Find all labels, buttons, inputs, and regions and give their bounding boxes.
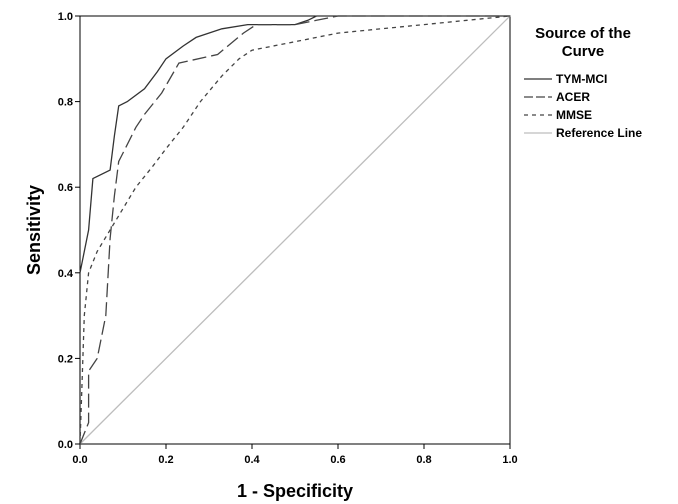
y-tick-label: 0.4 bbox=[58, 268, 74, 280]
legend: Source of the Curve TYM-MCI ACER MMSE Refer… bbox=[524, 25, 642, 140]
x-tick-label: 0.4 bbox=[244, 454, 260, 466]
y-tick-label: 0.8 bbox=[58, 97, 73, 109]
x-tick-label: 0.6 bbox=[330, 454, 345, 466]
legend-title-line-2: Curve bbox=[562, 43, 605, 60]
legend-title-line-1: Source of the bbox=[535, 25, 631, 42]
x-tick-label: 1.0 bbox=[502, 454, 517, 466]
y-axis-title: Sensitivity bbox=[24, 185, 44, 275]
y-tick-label: 0.0 bbox=[58, 439, 73, 451]
y-tick-label: 1.0 bbox=[58, 11, 73, 23]
legend-label-acer: ACER bbox=[556, 90, 590, 104]
x-tick-label: 0.2 bbox=[158, 454, 173, 466]
x-axis-title: 1 - Specificity bbox=[237, 481, 353, 501]
series-layer bbox=[79, 15, 511, 445]
x-tick-label: 0.8 bbox=[416, 454, 431, 466]
legend-label-tym-mci: TYM-MCI bbox=[556, 72, 607, 86]
legend-items: TYM-MCI ACER MMSE Reference Line bbox=[524, 72, 642, 140]
y-tick-label: 0.2 bbox=[58, 353, 73, 365]
x-tick-label: 0.0 bbox=[72, 454, 87, 466]
legend-label-reference-line: Reference Line bbox=[556, 126, 642, 140]
series-line-reference-line bbox=[79, 15, 511, 445]
series-line-mmse bbox=[79, 15, 511, 445]
y-tick-label: 0.6 bbox=[58, 182, 73, 194]
series-line-tym-mci bbox=[79, 15, 510, 444]
series-line-acer bbox=[79, 15, 510, 445]
ticks-layer: 0.0 0.2 0.4 0.6 0.8 1.0 0.0 0.2 0.4 0.6 0.8 1.0 bbox=[58, 11, 518, 466]
legend-label-mmse: MMSE bbox=[556, 108, 592, 122]
